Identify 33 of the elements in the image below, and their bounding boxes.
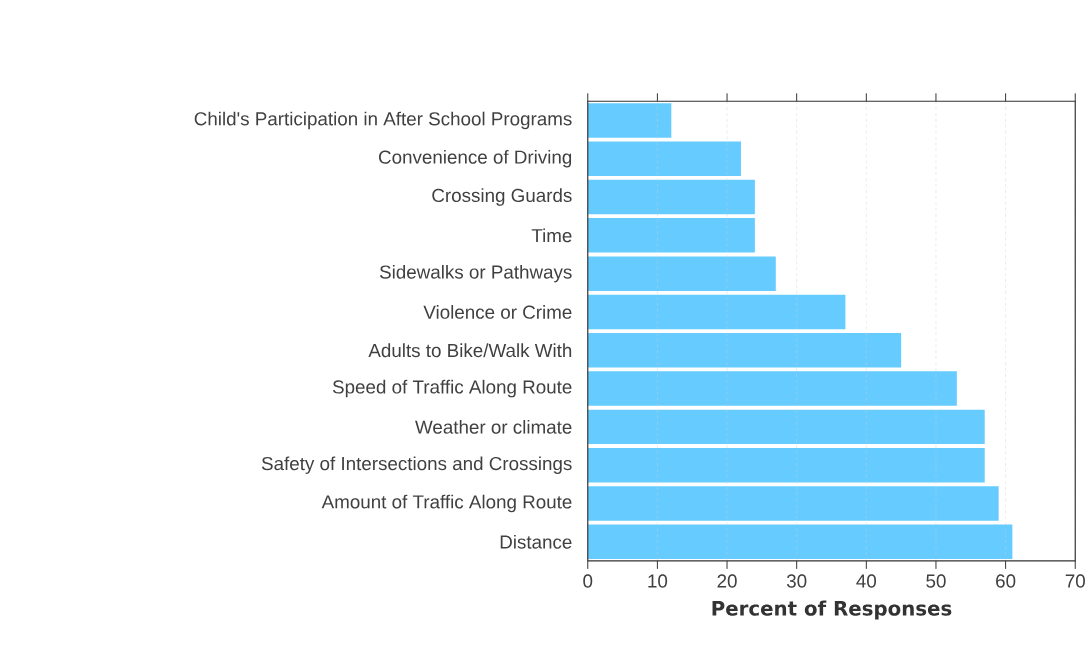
- bar: [587, 447, 985, 483]
- x-tick-label: 70: [1065, 574, 1085, 588]
- x-tick-label: 20: [717, 574, 737, 588]
- y-tick-label: Sidewalks or Pathways: [379, 264, 572, 283]
- x-tick-label: 50: [926, 574, 946, 588]
- x-tick-label: 60: [996, 574, 1016, 588]
- y-tick-label: Child's Participation in After School Programs: [194, 111, 572, 130]
- bar: [587, 141, 741, 176]
- y-tick-label: Adults to Bike/Walk With: [368, 343, 572, 358]
- bar: [587, 409, 985, 445]
- y-tick-label: Speed of Traffic Along Route: [332, 379, 572, 398]
- x-tick-label: 10: [648, 574, 668, 588]
- bar: [587, 218, 755, 253]
- bar: [587, 332, 902, 368]
- x-tick-label: 30: [786, 574, 807, 588]
- x-tick-label: 40: [856, 574, 877, 588]
- y-tick-label: Time: [531, 228, 572, 243]
- y-tick-label: Distance: [500, 534, 572, 549]
- bar: [587, 486, 999, 521]
- bar: [587, 103, 672, 138]
- y-tick-label: Safety of Intersections and Crossings: [261, 456, 572, 474]
- y-tick-label: Crossing Guards: [432, 188, 572, 206]
- y-tick-label: Weather or climate: [415, 419, 572, 434]
- bar: [587, 524, 1013, 559]
- bar: [587, 371, 957, 406]
- x-tick-label: 0: [583, 574, 593, 588]
- bar: [587, 294, 846, 330]
- bar: [587, 256, 776, 291]
- y-tick-label: Convenience of Driving: [379, 149, 572, 168]
- y-tick-label: Violence or Crime: [423, 304, 572, 319]
- y-tick-label: Amount of Traffic Along Route: [321, 494, 572, 513]
- x-axis-title: Percent of Responses: [712, 600, 952, 620]
- bar: [587, 179, 755, 215]
